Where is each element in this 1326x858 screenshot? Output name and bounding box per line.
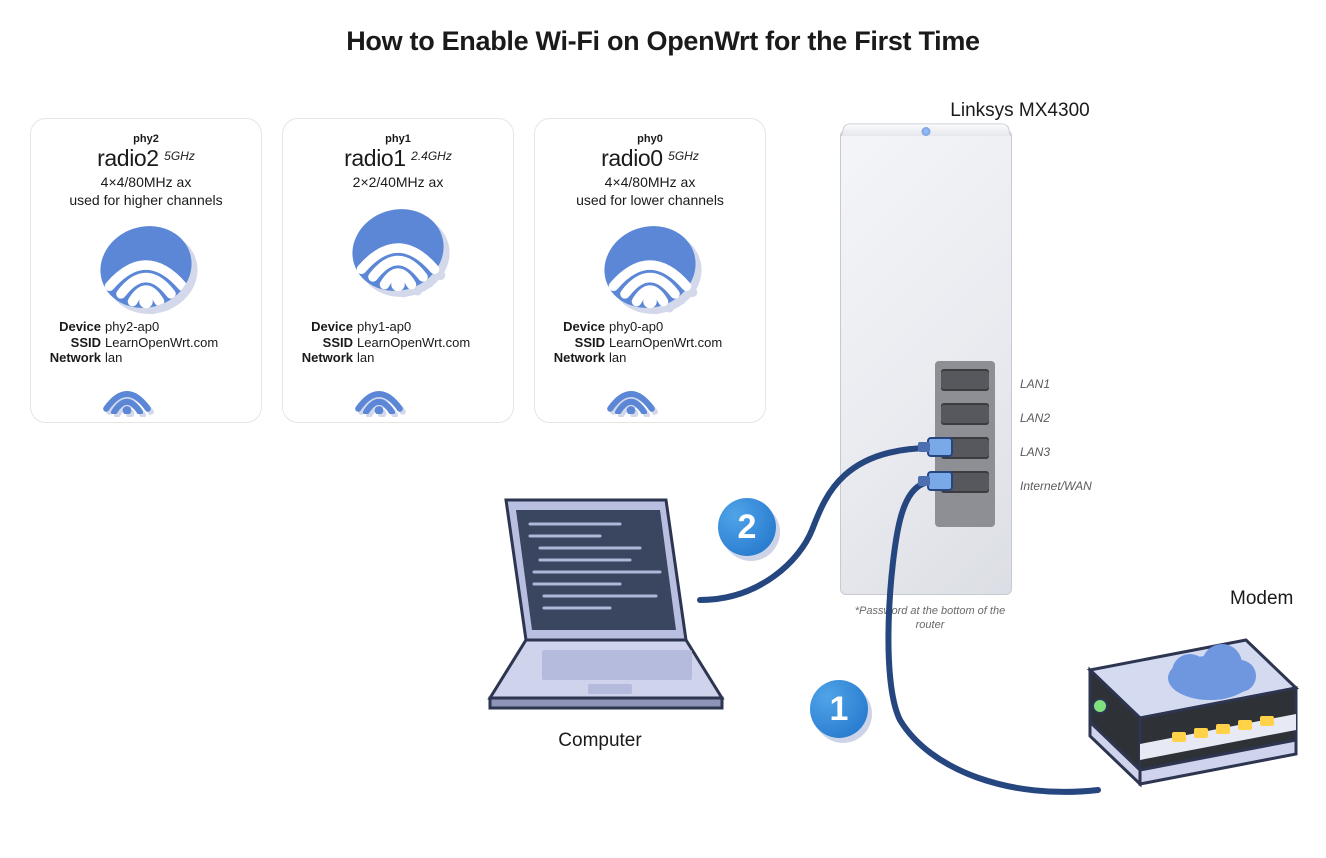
meta-ssid-val: LearnOpenWrt.com <box>105 335 218 350</box>
meta-ssid-val: LearnOpenWrt.com <box>609 335 722 350</box>
router-model-label: Linksys MX4300 <box>930 100 1110 122</box>
lan1-port-icon <box>941 369 989 391</box>
phy-label: phy1 <box>295 133 501 145</box>
meta-ssid-label: SSID <box>549 335 605 351</box>
modem-label: Modem <box>1230 588 1293 610</box>
radio-meta: Device phy2-ap0 SSID LearnOpenWrt.com Netw… <box>45 319 218 366</box>
wifi-signal-icon <box>353 374 405 414</box>
modem-icon <box>1060 610 1306 806</box>
radio-card-phy0: phy0 radio0 5GHz 4×4/80MHz ax used for l… <box>534 118 766 423</box>
phy-label: phy0 <box>547 133 753 145</box>
meta-device-val: phy2-ap0 <box>105 319 159 334</box>
meta-device-label: Device <box>549 319 605 335</box>
meta-device-label: Device <box>45 319 101 335</box>
radio-cards: phy2 radio2 5GHz 4×4/80MHz ax used for h… <box>30 118 766 423</box>
meta-ssid-label: SSID <box>45 335 101 351</box>
wifi-signal-icon <box>605 374 657 414</box>
radio-name-row: radio2 5GHz <box>43 145 249 172</box>
radio-spec: 4×4/80MHz ax <box>547 174 753 192</box>
radio-band: 2.4GHz <box>411 149 452 163</box>
router-port-labels: LAN1 LAN2 LAN3 Internet/WAN <box>1020 367 1092 503</box>
radio-name: radio1 <box>344 145 406 171</box>
lan2-port-icon <box>941 403 989 425</box>
meta-device-label: Device <box>297 319 353 335</box>
radio-card-phy2: phy2 radio2 5GHz 4×4/80MHz ax used for h… <box>30 118 262 423</box>
radio-meta: Device phy1-ap0 SSID LearnOpenWrt.com Netw… <box>297 319 470 366</box>
router-status-led-icon <box>922 127 931 136</box>
port-label-lan3: LAN3 <box>1020 435 1092 469</box>
wifi-icon <box>98 219 194 315</box>
router-password-note: *Password at the bottom of the router <box>850 604 1010 633</box>
wifi-icon <box>602 219 698 315</box>
meta-network-val: lan <box>105 350 122 365</box>
radio-name: radio2 <box>97 145 159 171</box>
radio-spec: 4×4/80MHz ax <box>43 174 249 192</box>
meta-network-val: lan <box>357 350 374 365</box>
meta-device-val: phy1-ap0 <box>357 319 411 334</box>
radio-name-row: radio0 5GHz <box>547 145 753 172</box>
radio-name-row: radio1 2.4GHz <box>295 145 501 172</box>
meta-ssid-val: LearnOpenWrt.com <box>357 335 470 350</box>
meta-device-val: phy0-ap0 <box>609 319 663 334</box>
lan3-port-icon <box>941 437 989 459</box>
radio-meta: Device phy0-ap0 SSID LearnOpenWrt.com Netw… <box>549 319 722 366</box>
laptop-icon <box>470 490 730 720</box>
radio-name: radio0 <box>601 145 663 171</box>
radio-band: 5GHz <box>164 149 195 163</box>
computer-label: Computer <box>520 730 680 752</box>
meta-network-val: lan <box>609 350 626 365</box>
radio-band: 5GHz <box>668 149 699 163</box>
meta-network-label: Network <box>297 350 353 366</box>
port-label-lan2: LAN2 <box>1020 401 1092 435</box>
wan-port-icon <box>941 471 989 493</box>
port-label-wan: Internet/WAN <box>1020 469 1092 503</box>
radio-card-phy1: phy1 radio1 2.4GHz 2×2/40MHz ax Device ph… <box>282 118 514 423</box>
port-label-lan1: LAN1 <box>1020 367 1092 401</box>
phy-label: phy2 <box>43 133 249 145</box>
radio-note: used for higher channels <box>43 192 249 210</box>
router-port-panel <box>935 361 995 527</box>
wifi-signal-icon <box>101 374 153 414</box>
meta-network-label: Network <box>549 350 605 366</box>
router-device-icon <box>840 130 1012 595</box>
radio-note: used for lower channels <box>547 192 753 210</box>
meta-ssid-label: SSID <box>297 335 353 351</box>
step-badge-1: 1 <box>810 680 868 738</box>
radio-spec: 2×2/40MHz ax <box>295 174 501 192</box>
wifi-icon <box>350 202 446 298</box>
meta-network-label: Network <box>45 350 101 366</box>
page-title: How to Enable Wi-Fi on OpenWrt for the F… <box>0 26 1326 57</box>
